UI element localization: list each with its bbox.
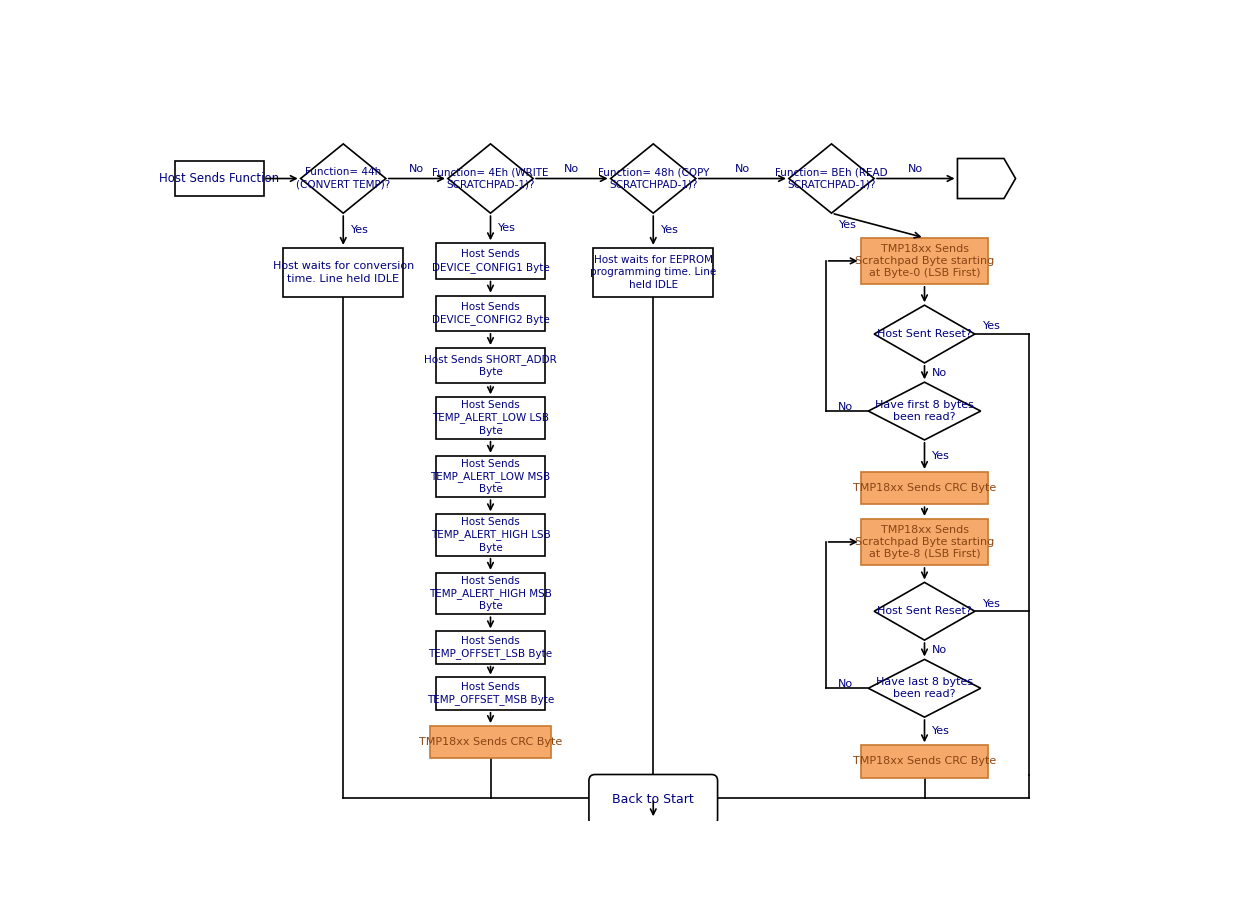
Text: Yes: Yes	[839, 221, 857, 231]
Text: Host Sends
TEMP_ALERT_HIGH LSB
Byte: Host Sends TEMP_ALERT_HIGH LSB Byte	[430, 517, 551, 553]
Polygon shape	[610, 144, 696, 213]
FancyBboxPatch shape	[175, 161, 264, 197]
Text: Host Sends
TEMP_ALERT_HIGH MSB
Byte: Host Sends TEMP_ALERT_HIGH MSB Byte	[429, 576, 552, 611]
Text: Have first 8 bytes
been read?: Have first 8 bytes been read?	[876, 400, 974, 422]
FancyBboxPatch shape	[430, 726, 551, 759]
FancyBboxPatch shape	[860, 472, 989, 504]
FancyBboxPatch shape	[437, 514, 545, 556]
Text: No: No	[908, 164, 923, 174]
Polygon shape	[448, 144, 533, 213]
Text: No: No	[409, 164, 424, 174]
Text: No: No	[932, 645, 947, 654]
Text: Host Sends
TEMP_ALERT_LOW LSB
Byte: Host Sends TEMP_ALERT_LOW LSB Byte	[431, 401, 548, 436]
FancyBboxPatch shape	[437, 456, 545, 497]
Text: Have last 8 bytes
been read?: Have last 8 bytes been read?	[876, 677, 972, 700]
Text: Yes: Yes	[932, 726, 950, 737]
FancyBboxPatch shape	[437, 677, 545, 710]
Text: TMP18xx Sends CRC Byte: TMP18xx Sends CRC Byte	[853, 757, 996, 766]
Text: Host Sends Function: Host Sends Function	[160, 172, 279, 185]
Text: Yes: Yes	[498, 223, 516, 234]
Text: Yes: Yes	[982, 598, 1000, 608]
Text: TMP18xx Sends
Scratchpad Byte starting
at Byte-0 (LSB First): TMP18xx Sends Scratchpad Byte starting a…	[855, 244, 994, 279]
Polygon shape	[868, 659, 981, 717]
Text: Host waits for EEPROM
programming time. Line
held IDLE: Host waits for EEPROM programming time. …	[590, 255, 716, 290]
Text: No: No	[838, 679, 853, 689]
FancyBboxPatch shape	[594, 247, 713, 297]
FancyBboxPatch shape	[860, 238, 989, 284]
Text: No: No	[932, 367, 947, 378]
Text: Host Sends
DEVICE_CONFIG1 Byte: Host Sends DEVICE_CONFIG1 Byte	[431, 249, 550, 272]
Text: Yes: Yes	[351, 225, 369, 235]
FancyBboxPatch shape	[860, 745, 989, 777]
Text: Host Sent Reset?: Host Sent Reset?	[877, 606, 972, 617]
Text: Host Sends
TEMP_ALERT_LOW MSB
Byte: Host Sends TEMP_ALERT_LOW MSB Byte	[430, 459, 551, 495]
Polygon shape	[874, 582, 975, 641]
Text: Yes: Yes	[660, 225, 679, 235]
FancyBboxPatch shape	[437, 348, 545, 383]
Text: No: No	[565, 164, 580, 174]
FancyBboxPatch shape	[860, 519, 989, 565]
Text: Host Sent Reset?: Host Sent Reset?	[877, 330, 972, 339]
FancyBboxPatch shape	[437, 243, 545, 279]
Text: Host Sends
TEMP_OFFSET_LSB Byte: Host Sends TEMP_OFFSET_LSB Byte	[429, 636, 552, 659]
FancyBboxPatch shape	[437, 397, 545, 438]
Text: TMP18xx Sends CRC Byte: TMP18xx Sends CRC Byte	[853, 483, 996, 493]
Polygon shape	[789, 144, 874, 213]
Text: No: No	[735, 164, 750, 174]
Text: Yes: Yes	[932, 451, 950, 461]
Polygon shape	[301, 144, 386, 213]
Text: Function= BEh (READ
SCRATCHPAD-1)?: Function= BEh (READ SCRATCHPAD-1)?	[775, 167, 888, 190]
Text: Yes: Yes	[982, 321, 1000, 331]
Polygon shape	[868, 382, 981, 440]
Text: Function= 44h
(CONVERT TEMP)?: Function= 44h (CONVERT TEMP)?	[296, 167, 390, 190]
Text: Host Sends SHORT_ADDR
Byte: Host Sends SHORT_ADDR Byte	[424, 354, 557, 378]
FancyBboxPatch shape	[283, 247, 404, 297]
Text: Host Sends
TEMP_OFFSET_MSB Byte: Host Sends TEMP_OFFSET_MSB Byte	[426, 682, 554, 705]
Text: TMP18xx Sends CRC Byte: TMP18xx Sends CRC Byte	[419, 737, 562, 747]
Text: Host Sends
DEVICE_CONFIG2 Byte: Host Sends DEVICE_CONFIG2 Byte	[431, 302, 550, 325]
Text: Function= 48h (COPY
SCRATCHPAD-1)?: Function= 48h (COPY SCRATCHPAD-1)?	[598, 167, 710, 190]
FancyBboxPatch shape	[437, 295, 545, 331]
Polygon shape	[874, 306, 975, 363]
FancyBboxPatch shape	[437, 573, 545, 615]
Text: TMP18xx Sends
Scratchpad Byte starting
at Byte-8 (LSB First): TMP18xx Sends Scratchpad Byte starting a…	[855, 524, 994, 559]
Text: Back to Start: Back to Start	[613, 794, 694, 807]
Polygon shape	[957, 159, 1015, 198]
Text: Host waits for conversion
time. Line held IDLE: Host waits for conversion time. Line hel…	[273, 261, 414, 283]
FancyBboxPatch shape	[589, 774, 717, 825]
Text: No: No	[838, 402, 853, 413]
Text: Function= 4Eh (WRITE
SCRATCHPAD-1)?: Function= 4Eh (WRITE SCRATCHPAD-1)?	[433, 167, 548, 190]
FancyBboxPatch shape	[437, 631, 545, 664]
